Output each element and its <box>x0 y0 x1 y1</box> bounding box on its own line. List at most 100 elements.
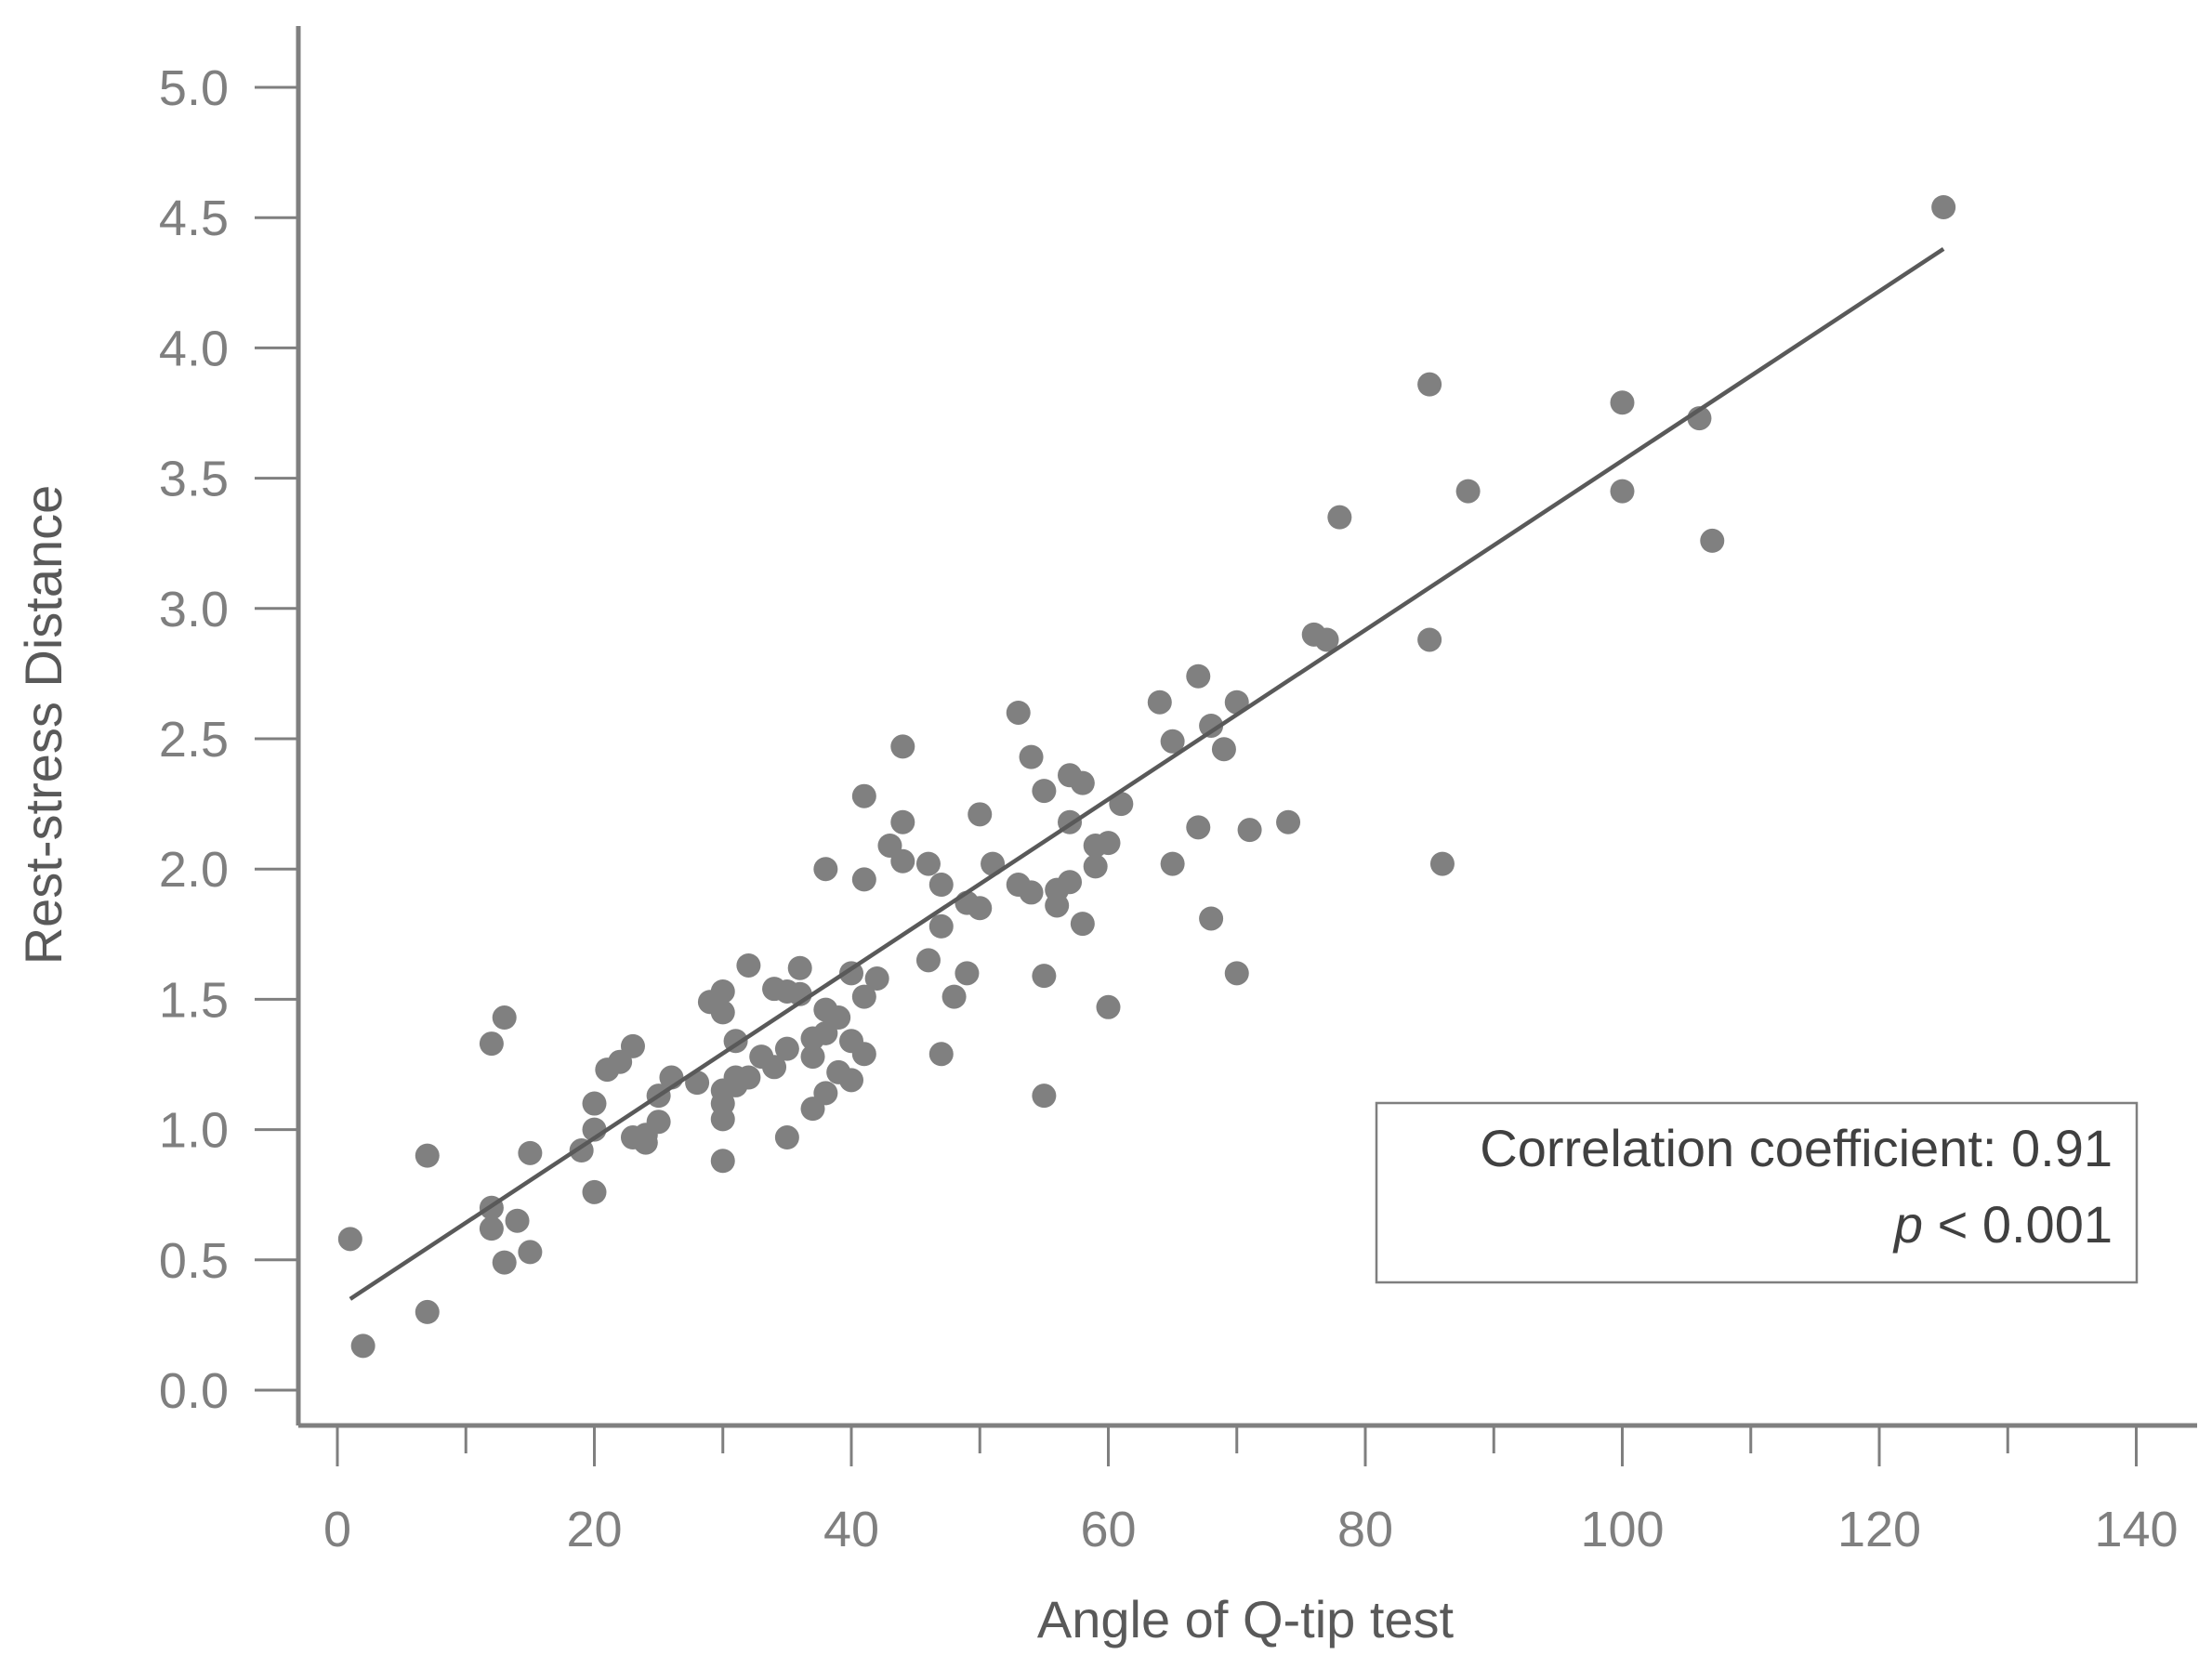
y-tick-label: 2.5 <box>159 712 229 768</box>
data-point <box>415 1143 440 1168</box>
data-point <box>851 867 876 892</box>
x-tick-label: 40 <box>823 1502 879 1557</box>
data-point <box>774 1036 799 1061</box>
y-tick-label: 0.5 <box>159 1233 229 1289</box>
data-point <box>1160 729 1185 754</box>
y-axis-ticks: 0.0 0.5 1.0 1.5 2.0 2.5 3.0 3.5 4.0 4.5 5.0 <box>159 60 298 1419</box>
annotation-box <box>1375 1101 2139 1284</box>
data-point <box>1083 854 1108 879</box>
data-point <box>890 734 915 759</box>
data-point <box>1019 744 1044 769</box>
data-point <box>864 965 889 991</box>
data-point <box>968 802 993 827</box>
data-point <box>1006 700 1031 725</box>
y-tick-label: 1.5 <box>159 972 229 1028</box>
x-tick-label: 80 <box>1337 1502 1393 1557</box>
data-point <box>736 1065 761 1090</box>
data-point <box>518 1240 543 1265</box>
data-point <box>415 1299 440 1324</box>
data-point <box>968 896 993 921</box>
data-points <box>337 194 1956 1359</box>
data-point <box>915 851 941 876</box>
y-axis-title: Rest-stress Distance <box>14 485 72 965</box>
data-point <box>800 1044 825 1070</box>
x-tick-label: 100 <box>1580 1502 1664 1557</box>
correlation-coefficient-text: Correlation coefficient: 0.91 <box>1480 1119 2113 1177</box>
y-tick-label: 3.0 <box>159 582 229 637</box>
data-point <box>492 1005 517 1031</box>
x-axis-title: Angle of Q-tip test <box>1037 1590 1455 1648</box>
data-point <box>774 1125 799 1150</box>
data-point <box>1147 690 1172 715</box>
p-value-text: p < 0.001 <box>1892 1195 2113 1254</box>
data-point <box>1070 770 1095 795</box>
data-point <box>736 952 761 978</box>
p-symbol: p <box>1892 1195 1923 1254</box>
data-point <box>1931 194 1956 219</box>
data-point <box>826 1005 851 1031</box>
data-point <box>890 809 915 834</box>
data-point <box>646 1110 671 1135</box>
data-point <box>1224 961 1249 986</box>
data-point <box>851 984 876 1009</box>
y-tick-label: 4.0 <box>159 321 229 376</box>
data-point <box>582 1179 607 1204</box>
data-point <box>890 848 915 873</box>
data-point <box>1237 818 1262 843</box>
y-tick-label: 2.0 <box>159 842 229 898</box>
x-tick-label: 20 <box>566 1502 622 1557</box>
x-tick-label: 0 <box>323 1502 351 1557</box>
data-point <box>1096 994 1121 1019</box>
data-point <box>813 857 838 882</box>
data-point <box>1186 663 1211 689</box>
data-point <box>928 1042 954 1067</box>
x-tick-label: 60 <box>1080 1502 1136 1557</box>
p-value: < 0.001 <box>1923 1195 2113 1254</box>
data-point <box>620 1033 645 1058</box>
data-point <box>479 1216 504 1241</box>
data-point <box>1019 880 1044 905</box>
data-point <box>505 1208 530 1233</box>
data-point <box>1314 627 1339 652</box>
data-point <box>941 984 967 1009</box>
data-point <box>928 873 954 898</box>
trend-line <box>349 246 1945 1301</box>
x-tick-label: 120 <box>1837 1502 1921 1557</box>
data-point <box>492 1250 517 1275</box>
data-point <box>1610 390 1635 415</box>
data-point <box>915 948 941 973</box>
data-point <box>710 1149 735 1174</box>
data-point <box>1417 627 1442 652</box>
y-tick-label: 3.5 <box>159 452 229 507</box>
data-point <box>928 913 954 939</box>
x-tick-label: 140 <box>2094 1502 2178 1557</box>
data-point <box>1276 809 1301 834</box>
data-point <box>1327 505 1352 530</box>
data-point <box>710 1107 735 1132</box>
y-tick-label: 1.0 <box>159 1103 229 1159</box>
correlation-annotation: Correlation coefficient: 0.91 p < 0.001 <box>1375 1101 2139 1284</box>
data-point <box>762 1055 787 1080</box>
data-point <box>1455 479 1481 504</box>
data-point <box>518 1140 543 1165</box>
data-point <box>1058 870 1083 895</box>
data-point <box>1610 479 1635 504</box>
data-point <box>787 955 812 980</box>
data-point <box>1109 792 1134 817</box>
data-point <box>1199 713 1224 738</box>
data-point <box>1417 372 1442 397</box>
data-point <box>710 979 735 1004</box>
data-point <box>813 1081 838 1106</box>
data-point <box>1096 831 1121 856</box>
data-point <box>851 783 876 808</box>
data-point <box>710 1000 735 1025</box>
data-point <box>1032 779 1057 804</box>
y-tick-label: 5.0 <box>159 60 229 116</box>
data-point <box>1032 964 1057 989</box>
data-point <box>955 961 980 986</box>
x-axis-ticks: 0 20 40 60 80 100 120 140 <box>323 1425 2179 1557</box>
y-tick-label: 4.5 <box>159 190 229 246</box>
data-point <box>1070 912 1095 937</box>
data-point <box>479 1031 504 1057</box>
